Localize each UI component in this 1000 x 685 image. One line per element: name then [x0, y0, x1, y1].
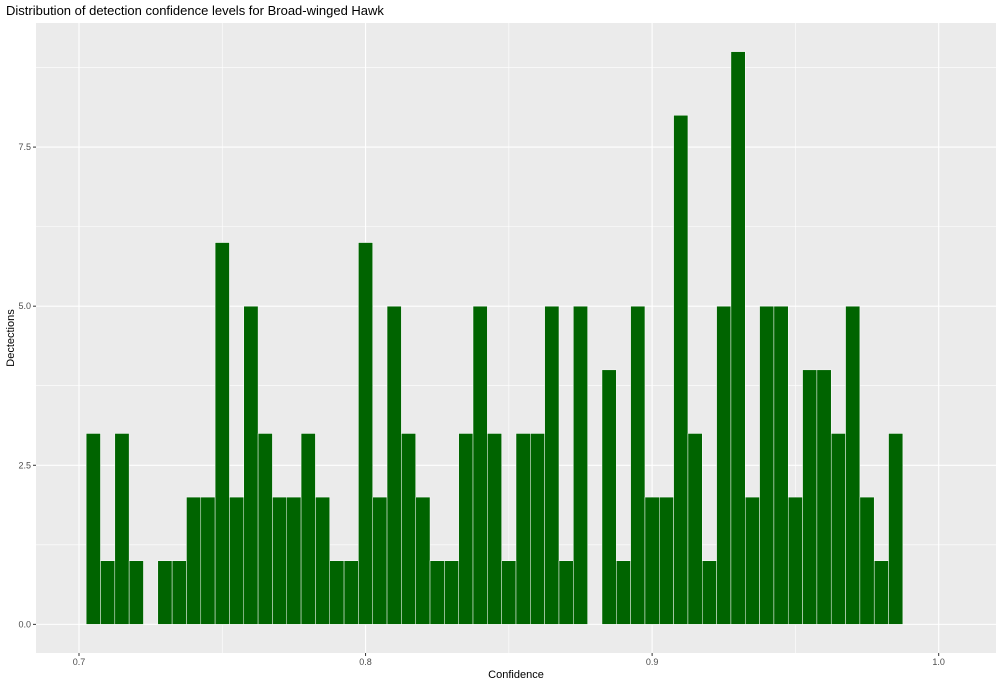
histogram-bar [343, 560, 359, 625]
histogram-bar [85, 433, 101, 625]
histogram-bar [386, 305, 402, 625]
histogram-bar [200, 496, 216, 625]
histogram-bar [845, 305, 861, 625]
histogram-bar [487, 433, 502, 625]
x-tick-label: 0.7 [73, 657, 86, 667]
histogram-bar [329, 560, 345, 625]
histogram-bar [673, 115, 689, 625]
histogram-bar [787, 496, 803, 625]
y-axis-title: Dectections [5, 309, 17, 367]
histogram-bar [759, 305, 775, 625]
histogram-bar [229, 496, 245, 625]
histogram-bar [315, 496, 330, 625]
histogram-bar [702, 560, 717, 625]
histogram-bar [530, 433, 545, 625]
histogram-bar [630, 305, 646, 625]
histogram-bar [544, 305, 560, 625]
y-axis: 0.0 2.5 5.0 7.5 [18, 142, 36, 629]
histogram-bar [171, 560, 187, 625]
y-tick-label: 2.5 [18, 460, 31, 470]
histogram-bar [401, 433, 416, 625]
histogram-bar [501, 560, 517, 625]
histogram-bar [472, 305, 488, 625]
histogram-bar [415, 496, 431, 625]
chart-title: Distribution of detection confidence lev… [6, 3, 384, 18]
histogram-bar [873, 560, 889, 625]
histogram-bar [186, 496, 202, 625]
histogram-bar [558, 560, 574, 625]
histogram-bar [515, 433, 531, 625]
histogram-bar [286, 496, 302, 625]
histogram-bar [214, 242, 230, 625]
histogram-bar [114, 433, 130, 625]
histogram-bar [272, 496, 287, 625]
histogram-bar [730, 51, 746, 625]
histogram-bar [372, 496, 388, 625]
y-tick-label: 5.0 [18, 301, 31, 311]
x-axis-title: Confidence [488, 669, 544, 681]
x-tick-label: 1.0 [932, 657, 945, 667]
x-axis: 0.7 0.8 0.9 1.0 [73, 653, 945, 667]
histogram-bar [601, 369, 617, 625]
histogram-bar [745, 496, 760, 625]
histogram-bar [687, 433, 703, 625]
histogram-bar [458, 433, 474, 625]
histogram-bar [659, 496, 674, 625]
histogram-bar [157, 560, 173, 625]
histogram-bar [888, 433, 904, 625]
y-tick-label: 7.5 [18, 142, 31, 152]
histogram-bar [128, 560, 144, 625]
histogram-bar [616, 560, 631, 625]
histogram-bar [644, 496, 660, 625]
histogram-bar [802, 369, 818, 625]
histogram-bar [429, 560, 445, 625]
histogram-bar [816, 369, 832, 625]
histogram-bar [100, 560, 116, 625]
histogram-bar [444, 560, 459, 625]
histogram-bar [716, 305, 732, 625]
histogram-bar [573, 305, 588, 625]
histogram-bar [773, 305, 789, 625]
histogram-bar [243, 305, 259, 625]
histogram-bar [358, 242, 373, 625]
histogram-bar [257, 433, 273, 625]
x-tick-label: 0.8 [359, 657, 372, 667]
y-tick-label: 0.0 [18, 619, 31, 629]
histogram-bars [85, 51, 904, 625]
histogram-bar [300, 433, 316, 625]
histogram-bar [859, 496, 875, 625]
histogram-bar [830, 433, 846, 625]
x-tick-label: 0.9 [646, 657, 659, 667]
